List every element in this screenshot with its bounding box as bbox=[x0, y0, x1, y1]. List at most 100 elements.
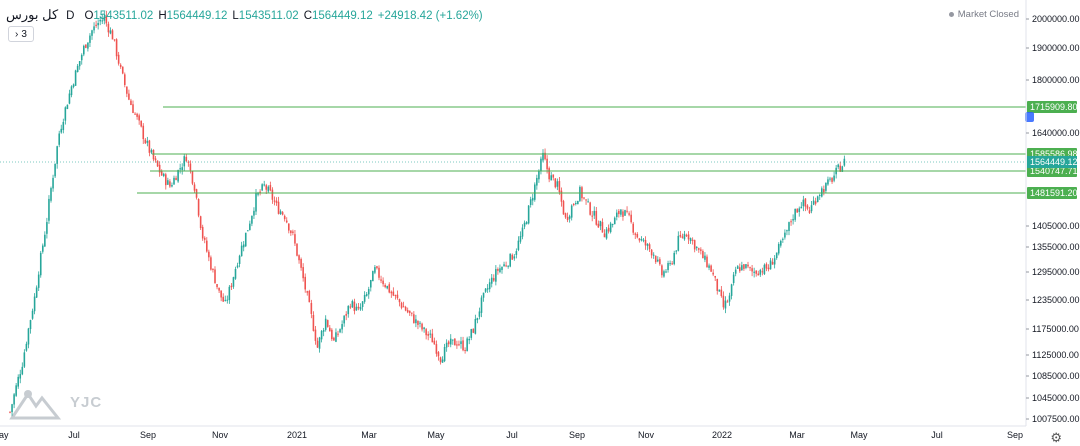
candle-body bbox=[353, 301, 356, 312]
candle-body bbox=[341, 324, 343, 330]
candle-body bbox=[413, 314, 415, 324]
candle-body bbox=[644, 239, 647, 246]
studies-toggle-button[interactable]: › 3 bbox=[8, 26, 34, 42]
time-tick-label: Jul bbox=[68, 430, 80, 440]
candle-body bbox=[609, 223, 612, 233]
candle-body bbox=[29, 320, 32, 330]
candle-body bbox=[62, 121, 65, 131]
candle bbox=[185, 153, 188, 162]
candle-body bbox=[841, 166, 844, 172]
time-axis: May Jul Sep Nov 2021 Mar May Jul Sep Nov 2022 Mar Ma… bbox=[0, 425, 1026, 440]
candle-body bbox=[650, 249, 653, 256]
candle-body bbox=[398, 299, 401, 303]
candle-body bbox=[39, 252, 42, 276]
candle-body bbox=[777, 244, 780, 254]
candle-body bbox=[716, 278, 719, 291]
candle-body bbox=[361, 301, 364, 308]
candle-body bbox=[724, 300, 727, 309]
candle-body bbox=[140, 120, 142, 127]
candle bbox=[244, 232, 247, 248]
candle bbox=[425, 327, 427, 340]
level-badge-label: 1585586.98 bbox=[1030, 149, 1078, 159]
candle bbox=[511, 253, 514, 260]
candle-body bbox=[626, 210, 628, 212]
candle-body bbox=[31, 310, 34, 319]
candle-body bbox=[433, 340, 436, 345]
price-tick-label: 1045000.00 bbox=[1032, 393, 1080, 403]
symbol-name[interactable]: کل بورس bbox=[6, 7, 59, 22]
candle bbox=[324, 315, 327, 332]
candle-body bbox=[320, 331, 323, 340]
candle-body bbox=[126, 86, 128, 94]
candle bbox=[277, 196, 280, 215]
candle bbox=[378, 265, 380, 281]
candle-body bbox=[700, 249, 702, 251]
candle-body bbox=[488, 282, 491, 290]
candle bbox=[732, 271, 735, 286]
candle-body bbox=[25, 343, 28, 351]
candle-body bbox=[761, 271, 764, 273]
candle-body bbox=[685, 235, 688, 237]
candle bbox=[394, 294, 397, 300]
candle-body bbox=[197, 198, 200, 216]
candle bbox=[218, 287, 220, 293]
candle bbox=[673, 250, 675, 266]
candle-body bbox=[501, 266, 503, 270]
candle-body bbox=[396, 294, 399, 299]
candle bbox=[298, 254, 300, 264]
candle-body bbox=[208, 251, 210, 258]
candle bbox=[454, 338, 456, 346]
candle bbox=[484, 288, 487, 293]
candle-body bbox=[160, 171, 163, 176]
candle-body bbox=[507, 265, 509, 267]
settings-gear-icon[interactable]: ⚙ bbox=[1050, 430, 1062, 445]
candle-body bbox=[212, 268, 214, 270]
candle bbox=[814, 197, 817, 206]
candle bbox=[640, 236, 643, 242]
candle-body bbox=[722, 295, 725, 308]
candle bbox=[306, 290, 309, 296]
candle bbox=[556, 178, 559, 191]
candle bbox=[525, 221, 528, 225]
candle bbox=[786, 229, 788, 236]
candle bbox=[646, 243, 649, 251]
candle-body bbox=[449, 338, 452, 345]
candle-body bbox=[64, 107, 67, 121]
candle bbox=[480, 295, 483, 318]
candle-body bbox=[13, 394, 15, 405]
candle-body bbox=[597, 223, 600, 228]
candle bbox=[89, 33, 91, 47]
candle bbox=[560, 187, 563, 207]
candle-body bbox=[474, 319, 477, 334]
candle bbox=[343, 315, 345, 327]
alert-marker-icon[interactable] bbox=[1025, 112, 1034, 122]
candle-body bbox=[570, 205, 573, 218]
candle bbox=[103, 11, 106, 25]
candle bbox=[667, 260, 669, 273]
candle-body bbox=[138, 115, 140, 121]
candle-body bbox=[181, 167, 183, 170]
candle bbox=[353, 298, 356, 315]
candle bbox=[402, 301, 405, 308]
candle bbox=[677, 231, 680, 252]
candle-body bbox=[648, 244, 651, 250]
candle bbox=[816, 195, 819, 203]
candle-body bbox=[351, 300, 354, 308]
time-tick-label: May bbox=[0, 430, 9, 440]
candle-body bbox=[392, 291, 395, 296]
candle-body bbox=[661, 265, 663, 276]
interval-label[interactable]: D bbox=[66, 10, 75, 22]
candle-body bbox=[308, 291, 311, 303]
candle bbox=[671, 260, 673, 265]
candle bbox=[267, 185, 270, 193]
candle bbox=[128, 89, 130, 101]
candle-body bbox=[296, 243, 298, 256]
candle-body bbox=[363, 295, 366, 302]
candle bbox=[804, 197, 807, 212]
candle-body bbox=[72, 84, 75, 87]
candle-body bbox=[523, 222, 526, 227]
candle bbox=[361, 300, 364, 311]
candle-body bbox=[402, 306, 405, 308]
candle bbox=[177, 169, 179, 183]
